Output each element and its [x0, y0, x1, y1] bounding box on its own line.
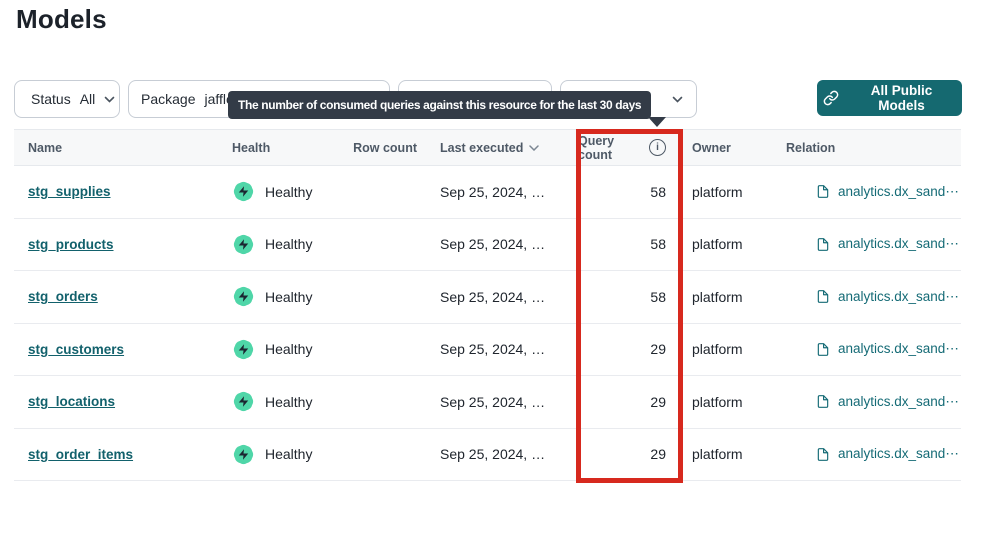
relation-link[interactable]: analytics.dx_sand⋯	[838, 183, 959, 199]
all-public-models-button[interactable]: All Public Models	[817, 80, 962, 116]
model-name-link[interactable]: stg_orders	[28, 289, 98, 305]
last-executed-cell: Sep 25, 2024, …	[440, 446, 546, 463]
package-filter-label: Package	[141, 91, 196, 107]
col-header-name[interactable]: Name	[28, 140, 63, 155]
query-count-cell: 29	[650, 446, 666, 463]
status-filter-value: All	[79, 91, 96, 107]
chevron-down-icon	[104, 96, 115, 103]
healthy-badge-icon	[232, 180, 255, 203]
owner-cell: platform	[692, 236, 743, 253]
tooltip-caret	[648, 117, 666, 127]
healthy-badge-icon	[232, 443, 255, 466]
owner-cell: platform	[692, 288, 743, 305]
col-header-health[interactable]: Health	[232, 140, 271, 155]
link-icon	[823, 90, 839, 106]
all-public-models-label: All Public Models	[870, 83, 933, 113]
table-row: stg_supplies Healthy Sep 25, 2024, … 58 …	[14, 166, 961, 219]
table-row: stg_order_items Healthy Sep 25, 2024, … …	[14, 428, 961, 481]
chevron-down-icon	[672, 96, 683, 103]
health-status-label: Healthy	[265, 183, 313, 200]
relation-link[interactable]: analytics.dx_sand⋯	[838, 393, 959, 409]
last-executed-cell: Sep 25, 2024, …	[440, 288, 546, 305]
healthy-badge-icon	[232, 338, 255, 361]
query-count-cell: 29	[650, 393, 666, 410]
col-header-last-executed-label: Last executed	[440, 140, 524, 155]
table-row: stg_orders Healthy Sep 25, 2024, … 58 pl…	[14, 271, 961, 324]
query-count-tooltip: The number of consumed queries against t…	[228, 91, 652, 119]
healthy-badge-icon	[232, 285, 255, 308]
model-name-link[interactable]: stg_products	[28, 236, 114, 252]
table-header-row: Name Health Row count Last executed Quer…	[14, 129, 961, 166]
table-row: stg_locations Healthy Sep 25, 2024, … 29…	[14, 376, 961, 429]
query-count-cell: 29	[650, 341, 666, 358]
health-status-label: Healthy	[265, 288, 313, 305]
relation-link[interactable]: analytics.dx_sand⋯	[838, 288, 959, 304]
relation-link[interactable]: analytics.dx_sand⋯	[838, 446, 959, 462]
query-count-cell: 58	[650, 183, 666, 200]
last-executed-cell: Sep 25, 2024, …	[440, 393, 546, 410]
model-name-link[interactable]: stg_supplies	[28, 184, 111, 200]
col-header-row-count[interactable]: Row count	[353, 140, 417, 155]
table-row: stg_customers Healthy Sep 25, 2024, … 29…	[14, 323, 961, 376]
file-icon	[816, 394, 830, 409]
file-icon	[816, 447, 830, 462]
model-name-link[interactable]: stg_order_items	[28, 446, 134, 462]
query-count-cell: 58	[650, 236, 666, 253]
status-filter-label: Status	[31, 91, 71, 107]
file-icon	[816, 237, 830, 252]
sort-chevron-icon	[529, 144, 540, 151]
col-header-relation[interactable]: Relation	[786, 140, 836, 155]
file-icon	[816, 342, 830, 357]
healthy-badge-icon	[232, 390, 255, 413]
status-filter-dropdown[interactable]: Status All	[14, 80, 120, 118]
owner-cell: platform	[692, 341, 743, 358]
relation-link[interactable]: analytics.dx_sand⋯	[838, 341, 959, 357]
healthy-badge-icon	[232, 233, 255, 256]
models-table: Name Health Row count Last executed Quer…	[14, 129, 961, 481]
health-status-label: Healthy	[265, 236, 313, 253]
last-executed-cell: Sep 25, 2024, …	[440, 341, 546, 358]
relation-link[interactable]: analytics.dx_sand⋯	[838, 236, 959, 252]
col-header-query-count-label: Query count	[578, 133, 615, 162]
owner-cell: platform	[692, 183, 743, 200]
owner-cell: platform	[692, 393, 743, 410]
col-header-last-executed[interactable]: Last executed	[417, 141, 578, 155]
health-status-label: Healthy	[265, 341, 313, 358]
last-executed-cell: Sep 25, 2024, …	[440, 236, 546, 253]
model-name-link[interactable]: stg_locations	[28, 394, 116, 410]
table-row: stg_products Healthy Sep 25, 2024, … 58 …	[14, 218, 961, 271]
last-executed-cell: Sep 25, 2024, …	[440, 183, 546, 200]
owner-cell: platform	[692, 446, 743, 463]
query-count-cell: 58	[650, 288, 666, 305]
info-icon[interactable]: i	[649, 139, 666, 156]
health-status-label: Healthy	[265, 393, 313, 410]
col-header-query-count[interactable]: Query count i	[578, 134, 682, 162]
health-status-label: Healthy	[265, 446, 313, 463]
model-name-link[interactable]: stg_customers	[28, 341, 125, 357]
page-title: Models	[16, 4, 107, 34]
file-icon	[816, 184, 830, 199]
col-header-owner[interactable]: Owner	[692, 140, 731, 155]
table-body: stg_supplies Healthy Sep 25, 2024, … 58 …	[14, 166, 961, 481]
file-icon	[816, 289, 830, 304]
